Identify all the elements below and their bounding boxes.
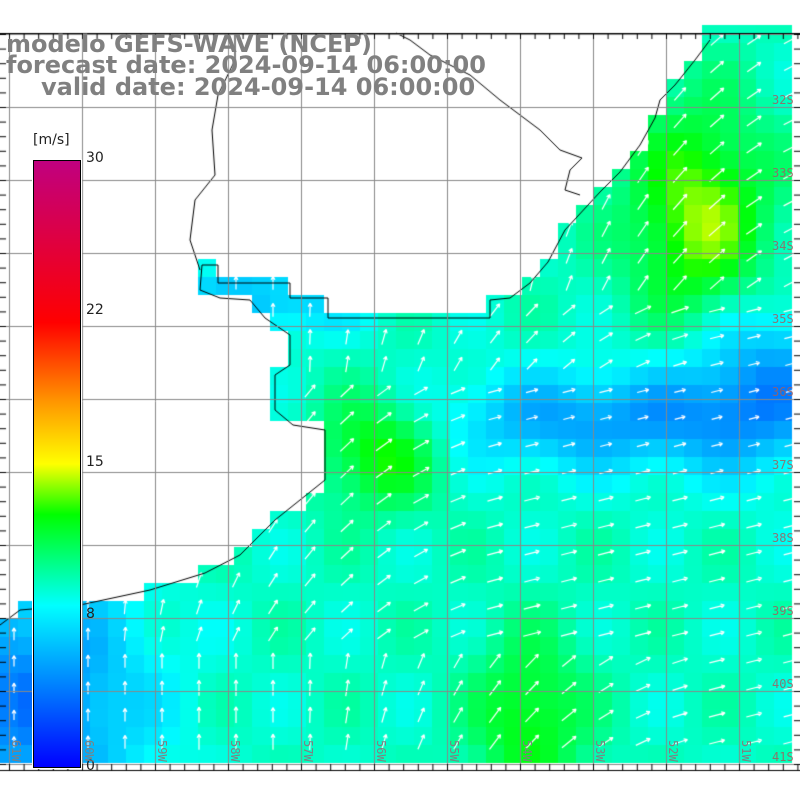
colorbar <box>33 160 81 768</box>
colorbar-tick-label: 0 <box>86 758 95 774</box>
latitude-label: 40S <box>772 677 794 691</box>
latitude-label: 37S <box>772 458 794 472</box>
latitude-label: 38S <box>772 531 794 545</box>
colorbar-tick-label: 15 <box>86 454 104 470</box>
colorbar-tick-label: 8 <box>86 606 95 622</box>
longitude-label: 52W <box>666 740 680 762</box>
longitude-label: 54W <box>520 740 534 762</box>
latitude-label: 32S <box>772 93 794 107</box>
longitude-label: 58W <box>228 740 242 762</box>
latitude-label: 35S <box>772 312 794 326</box>
longitude-label: 59W <box>155 740 169 762</box>
longitude-label: 60W <box>82 740 96 762</box>
longitude-label: 55W <box>447 740 461 762</box>
latitude-label: 36S <box>772 385 794 399</box>
model-title: modelo GEFS-WAVE (NCEP) <box>6 30 372 58</box>
longitude-label: 57W <box>301 740 315 762</box>
longitude-label: 53W <box>593 740 607 762</box>
valid-date: valid date: 2024-09-14 06:00:00 <box>41 73 476 101</box>
latitude-label: 41S <box>772 750 794 764</box>
forecast-date: forecast date: 2024-09-14 06:00:00 <box>6 51 486 79</box>
latitude-label: 39S <box>772 604 794 618</box>
longitude-label: 61W <box>9 740 23 762</box>
longitude-label: 51W <box>739 740 753 762</box>
colorbar-unit: [m/s] <box>33 132 70 148</box>
longitude-label: 56W <box>374 740 388 762</box>
latitude-label: 34S <box>772 239 794 253</box>
colorbar-tick-label: 22 <box>86 302 104 318</box>
colorbar-tick-label: 30 <box>86 150 104 166</box>
latitude-label: 33S <box>772 166 794 180</box>
